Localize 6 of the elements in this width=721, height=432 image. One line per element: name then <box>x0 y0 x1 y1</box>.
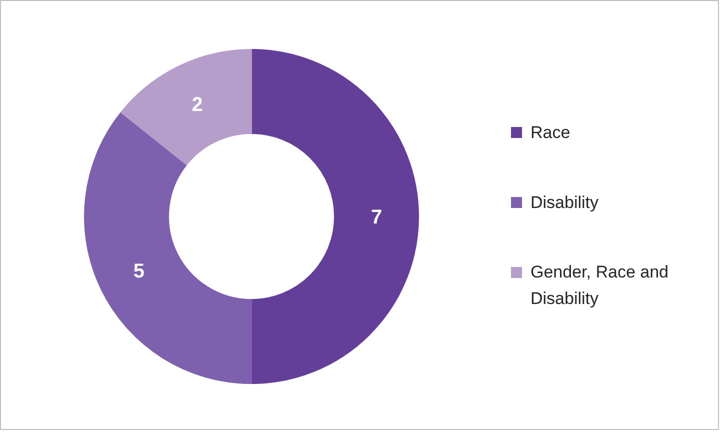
data-label: 7 <box>370 206 382 228</box>
data-label: 2 <box>192 94 203 116</box>
legend-label: Gender, Race and Disability <box>530 262 668 308</box>
data-label: 5 <box>133 260 144 283</box>
legend-label: Race <box>530 123 570 142</box>
legend-label: Disability <box>530 193 600 212</box>
